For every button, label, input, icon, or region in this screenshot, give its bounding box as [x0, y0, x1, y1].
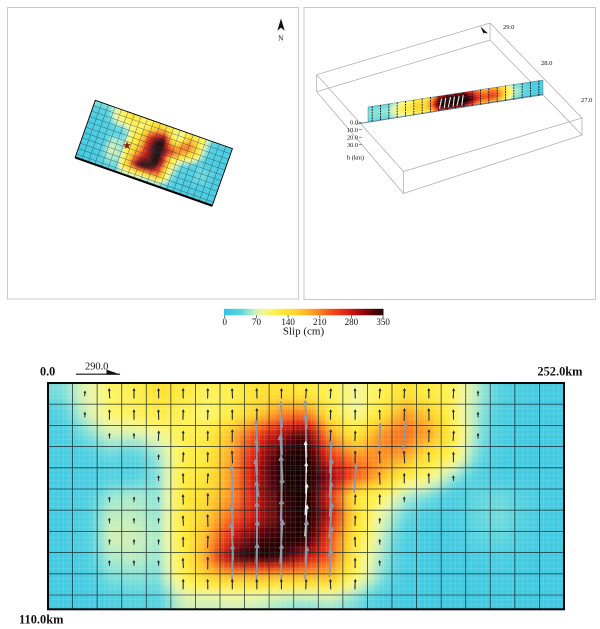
svg-text:252.0km: 252.0km [537, 365, 583, 379]
svg-text:20.0: 20.0 [347, 134, 358, 141]
svg-text:70: 70 [252, 317, 262, 327]
svg-text:0: 0 [223, 317, 228, 327]
svg-text:29.0: 29.0 [503, 24, 514, 31]
svg-text:0.0: 0.0 [40, 365, 55, 379]
svg-text:28.0: 28.0 [541, 60, 552, 67]
svg-text:27.0: 27.0 [581, 97, 592, 104]
svg-text:140: 140 [281, 317, 295, 327]
svg-text:30.0: 30.0 [347, 142, 358, 149]
svg-text:N: N [278, 34, 284, 43]
svg-text:290.0: 290.0 [85, 361, 108, 372]
svg-text:350: 350 [376, 317, 390, 327]
svg-text:h (km): h (km) [347, 155, 364, 162]
svg-text:10.0: 10.0 [347, 127, 358, 134]
svg-text:110.0km: 110.0km [19, 613, 64, 627]
svg-text:210: 210 [313, 317, 327, 327]
svg-text:Slip (cm): Slip (cm) [283, 326, 325, 338]
svg-text:280: 280 [345, 317, 359, 327]
svg-text:0.0: 0.0 [350, 120, 358, 127]
